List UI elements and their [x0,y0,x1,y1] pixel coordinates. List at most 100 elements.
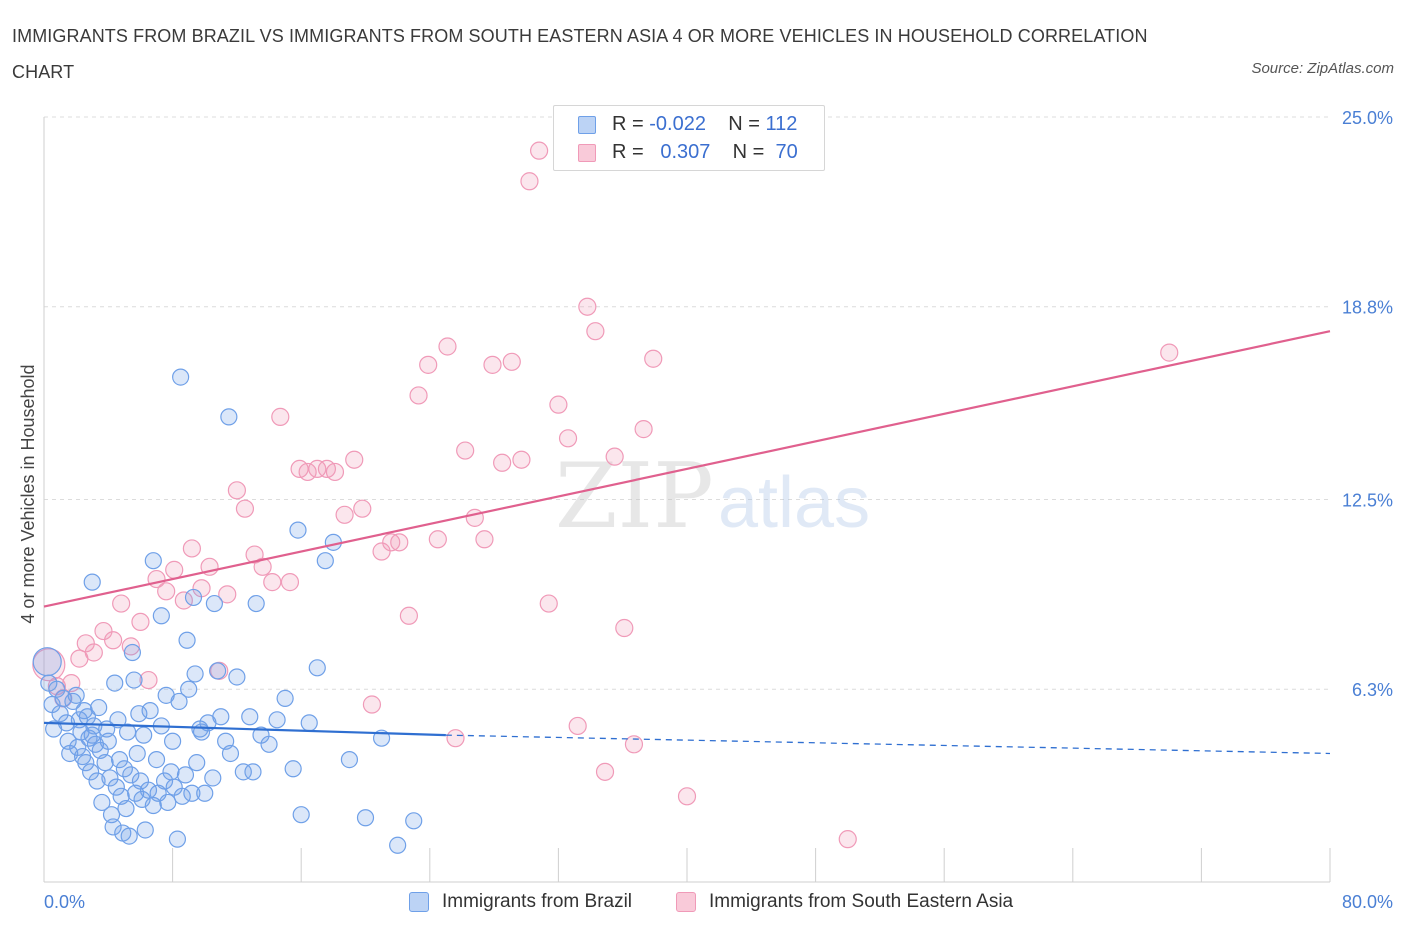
data-point-brazil [220,408,238,426]
data-point-brazil [122,766,140,784]
data-point-brazil [123,643,142,662]
data-point-sea [624,735,644,754]
data-point-brazil [289,521,307,539]
legend-swatch-sea [578,144,596,162]
data-point-brazil [155,772,174,790]
data-point-brazil [130,705,148,723]
data-point-sea [428,530,447,549]
data-point-sea [465,508,484,527]
data-point-brazil [88,772,106,790]
legend-n-value-brazil: 112 [765,113,798,135]
data-point-sea [399,606,419,625]
data-point-brazil [172,368,190,386]
data-point-brazil [356,809,375,827]
data-point-sea [372,542,391,561]
data-point-sea [409,386,428,405]
data-point-sea [595,762,615,781]
data-point-sea [235,499,255,518]
y-tick-label: 12.5% [1342,491,1393,511]
data-point-sea [131,612,150,632]
axis-labels: 6.3% 12.5% 18.8% 25.0% 0.0% 80.0% [44,108,1393,912]
data-point-brazil [178,631,196,649]
data-point-sea [174,591,193,610]
data-point-brazil [90,698,108,717]
data-point-brazil [183,784,201,802]
legend-swatch-sea [676,892,696,912]
data-point-sea [438,337,457,356]
legend-swatch-brazil [409,892,429,912]
data-point-sea [634,420,653,439]
data-point-brazil [139,781,158,799]
data-point-brazil [228,668,246,686]
data-point-sea [218,585,237,604]
data-point-sea [325,462,345,482]
data-point-brazil [101,769,119,787]
data-point-brazil [184,588,203,607]
data-point-brazil [85,717,103,735]
watermark-zip: ZIP [555,444,714,549]
data-point-sea [615,618,634,638]
chart-title: IMMIGRANTS FROM BRAZIL VS IMMIGRANTS FRO… [12,26,1148,82]
data-point-brazil [173,787,191,805]
data-point-sea [605,447,624,466]
data-point-brazil [93,793,111,812]
data-point-brazil [82,763,100,781]
data-point-sea [568,716,587,736]
data-point-sea [446,729,465,748]
data-point-brazil [241,708,259,726]
data-point-brazil [136,821,154,839]
data-point-sea [335,505,354,524]
data-point-sea [210,661,229,680]
data-point-sea [1160,343,1179,362]
data-point-brazil [118,723,137,741]
trend-line-brazil [43,721,446,737]
data-point-brazil [180,680,198,698]
data-point-brazil [83,573,101,591]
data-point-brazil [170,692,188,711]
data-point-brazil [389,836,407,854]
axes [43,117,1331,883]
data-point-brazil [186,665,204,683]
y-tick-label: 18.8% [1342,298,1393,318]
legend-r-label: R = [612,113,650,135]
data-point-brazil [260,735,278,753]
data-point-sea [32,648,66,682]
data-point-brazil [141,702,159,720]
data-point-sea [227,481,246,500]
data-point-sea [84,643,103,662]
data-point-sea [362,695,382,714]
data-point-sea [493,453,512,472]
legend-n-label: N = [728,113,766,135]
data-point-sea [104,631,123,650]
data-point-sea [512,450,531,469]
stats-legend: R = -0.022 N = 112 R = 0.307 N = 70 [553,105,825,171]
data-point-sea [838,830,857,849]
data-point-brazil [159,793,177,812]
data-point-sea [578,297,597,316]
y-tick-label: 6.3% [1352,680,1393,700]
y-axis-title: 4 or more Vehicles in Household [18,364,38,623]
data-point-brazil [247,594,265,613]
data-point-brazil [110,750,129,769]
data-point-brazil [176,766,195,784]
data-point-brazil [244,763,262,781]
data-point-sea [539,594,558,613]
data-point-sea [530,141,549,160]
data-point-brazil [212,708,230,726]
legend-r-value-brazil: -0.022 [649,113,706,135]
data-point-brazil [204,769,222,787]
y-tick-label: 25.0% [1342,108,1393,128]
data-point-brazil [164,732,182,750]
data-point-sea [475,530,494,549]
legend-n-value-sea: 70 [775,141,798,163]
data-point-sea [139,670,158,690]
watermark-atlas: atlas [718,463,870,543]
data-point-sea [112,594,131,613]
points-south-eastern-asia [32,141,1179,849]
data-point-sea [586,322,605,341]
data-point-brazil [284,760,302,778]
data-point-brazil [162,763,180,781]
legend-label-brazil: Immigrants from Brazil [442,891,633,912]
data-point-sea [353,499,372,518]
points-brazil [32,368,423,854]
